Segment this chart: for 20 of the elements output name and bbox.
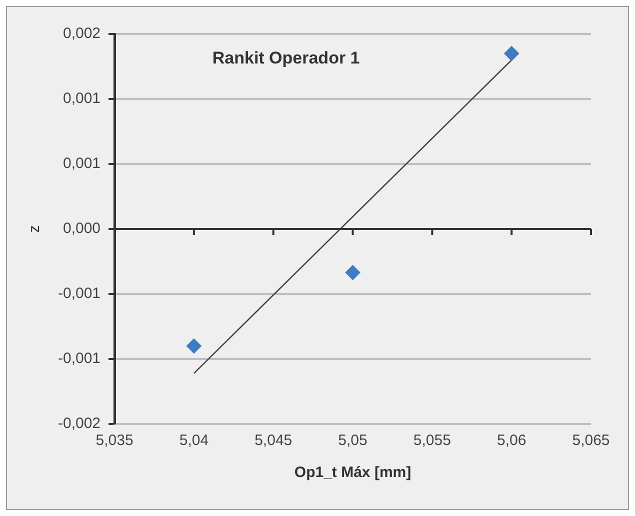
x-tick-label: 5,06 xyxy=(496,432,526,450)
text: Rankit Operador 1 xyxy=(212,48,360,68)
y-tick-label: -0,002 xyxy=(58,415,101,432)
x-tick-label: 5,04 xyxy=(179,432,209,450)
y-tick-label: 0,000 xyxy=(62,220,101,238)
point xyxy=(186,338,202,354)
y-tick-label: 0,001 xyxy=(62,155,101,172)
y-tick-label: -0,001 xyxy=(58,350,101,368)
x-tick-label: 5,065 xyxy=(572,432,610,450)
x-tick-label: 5,035 xyxy=(96,432,134,450)
x-tick-label: 5,05 xyxy=(338,432,368,450)
x-axis-title: Op1_t Máx [mm] xyxy=(294,464,412,482)
y-axis-title: z xyxy=(26,225,44,233)
x-tick-label: 5,045 xyxy=(254,432,292,450)
point xyxy=(504,46,520,61)
y-tick-label: -0,001 xyxy=(58,285,101,302)
point xyxy=(345,265,360,280)
x-tick-label: 5,055 xyxy=(413,432,451,450)
y-tick-label: 0,002 xyxy=(62,25,101,42)
y-tick-label: 0,001 xyxy=(62,90,101,108)
